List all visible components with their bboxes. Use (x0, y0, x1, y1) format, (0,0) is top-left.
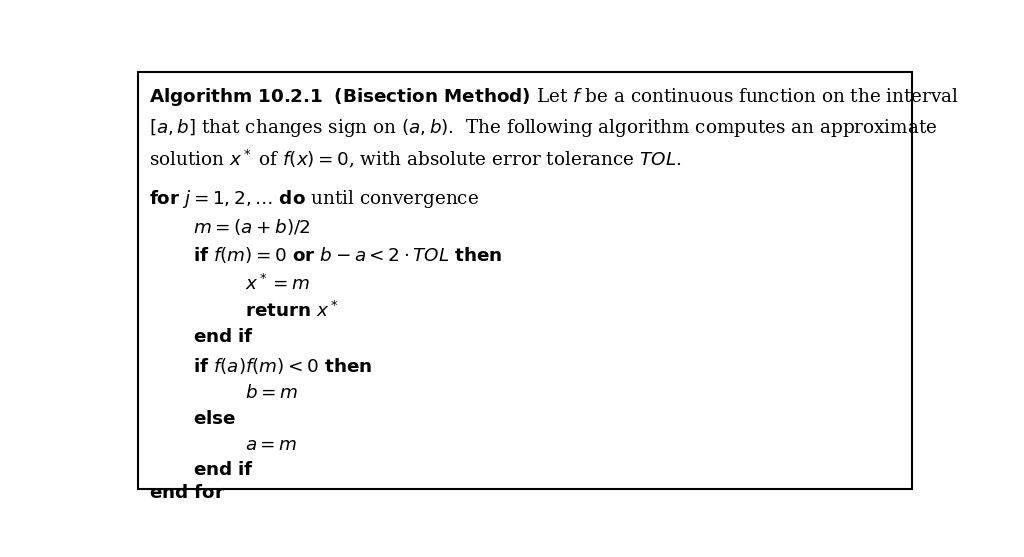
Text: $\mathbf{if}\ f(a)f(m) < 0\ \mathbf{then}$: $\mathbf{if}\ f(a)f(m) < 0\ \mathbf{then… (194, 356, 373, 377)
Text: $\mathbf{return}\ x^*$: $\mathbf{return}\ x^*$ (246, 301, 339, 321)
Text: $\mathbf{Algorithm\ 10.2.1\ \ (Bisection\ Method)}$ Let $f$ be a continuous func: $\mathbf{Algorithm\ 10.2.1\ \ (Bisection… (150, 86, 959, 108)
Text: solution $x^*$ of $f(x) = 0$, with absolute error tolerance $\mathit{TOL}$.: solution $x^*$ of $f(x) = 0$, with absol… (150, 148, 682, 170)
Text: $x^* = m$: $x^* = m$ (246, 274, 310, 294)
FancyBboxPatch shape (137, 72, 912, 489)
Text: $m = (a + b)/2$: $m = (a + b)/2$ (194, 217, 311, 237)
Text: $\mathbf{if}\ f(m) = 0\ \mathbf{or}\ b - a < 2 \cdot \mathit{TOL}\ \mathbf{then}: $\mathbf{if}\ f(m) = 0\ \mathbf{or}\ b -… (194, 245, 503, 265)
Text: $\mathbf{for}\ j = 1, 2, \ldots\ \mathbf{do}$ until convergence: $\mathbf{for}\ j = 1, 2, \ldots\ \mathbf… (150, 188, 479, 210)
Text: $a = m$: $a = m$ (246, 436, 298, 454)
Text: $[a, b]$ that changes sign on $(a, b)$.  The following algorithm computes an app: $[a, b]$ that changes sign on $(a, b)$. … (150, 117, 938, 139)
Text: $\mathbf{else}$: $\mathbf{else}$ (194, 410, 237, 428)
Text: $\mathbf{end\ if}$: $\mathbf{end\ if}$ (194, 461, 254, 480)
Text: $\mathbf{end\ for}$: $\mathbf{end\ for}$ (150, 483, 225, 502)
Text: $\mathbf{end\ if}$: $\mathbf{end\ if}$ (194, 329, 254, 346)
Text: $b = m$: $b = m$ (246, 384, 298, 402)
